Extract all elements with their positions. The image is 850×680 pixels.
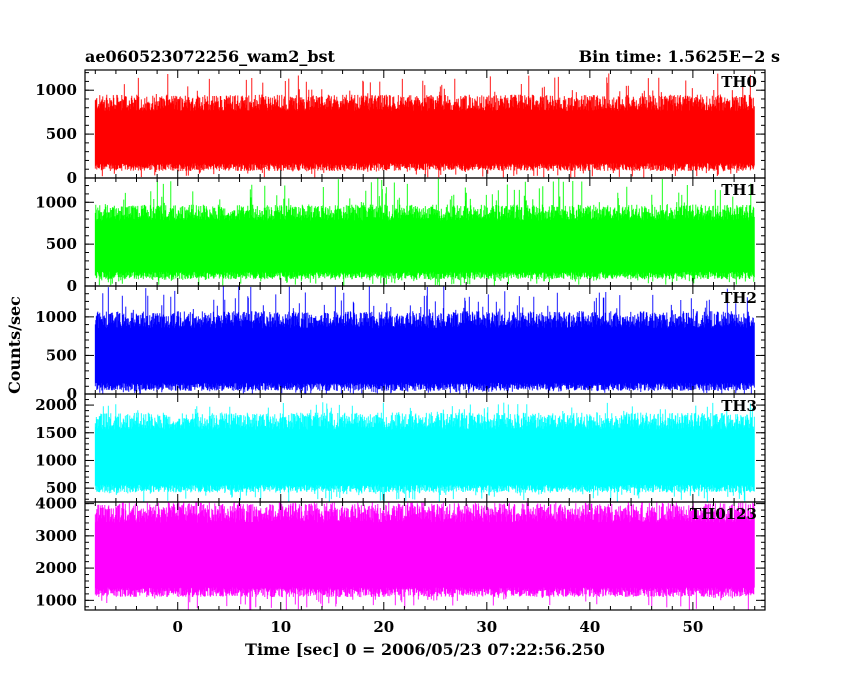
panel-th0123: 1000 2000 3000 4000 TH0123	[35, 495, 766, 611]
y-tick-label: 1000	[35, 451, 77, 469]
panel-th1: 0 500 1000 TH1	[35, 177, 766, 295]
y-axis-label: Counts/sec	[5, 296, 24, 394]
y-tick-label: 2000	[35, 559, 77, 577]
y-tick-label: 3000	[35, 527, 77, 545]
series-th0	[94, 73, 755, 178]
series-th2	[94, 286, 755, 394]
x-tick-label: 0	[173, 618, 183, 636]
y-tick-label: 0	[67, 385, 77, 403]
panel-th0: 0 500 1000 TH0	[35, 69, 766, 187]
y-tick-label: 500	[46, 235, 77, 253]
x-tick-label: 50	[682, 618, 703, 636]
panel-label-th0: TH0	[721, 73, 757, 91]
x-tick-label: 10	[270, 618, 291, 636]
panel-label-th1: TH1	[721, 181, 757, 199]
y-tick-label: 1000	[35, 591, 77, 609]
panel-th2: 0 500 1000 TH2	[35, 285, 766, 403]
y-tick-label: 1000	[35, 308, 77, 326]
panel-label-th2: TH2	[721, 289, 757, 307]
x-tick-label: 20	[373, 618, 394, 636]
series-th3	[94, 402, 755, 502]
panel-label-th0123: TH0123	[690, 505, 757, 523]
x-axis: 0 10 20 30 40 50	[173, 618, 704, 636]
y-tick-label: 0	[67, 277, 77, 295]
y-tick-label: 2000	[35, 396, 77, 414]
x-tick-label: 30	[476, 618, 497, 636]
panel-label-th3: TH3	[721, 397, 757, 415]
chart-title: ae060523072256_wam2_bst	[85, 47, 336, 66]
y-tick-label: 0	[67, 169, 77, 187]
x-axis-label: Time [sec] 0 = 2006/05/23 07:22:56.250	[245, 640, 605, 659]
y-tick-label: 1500	[35, 424, 77, 442]
y-tick-label: 500	[46, 479, 77, 497]
y-tick-label: 1000	[35, 193, 77, 211]
x-tick-label: 40	[579, 618, 600, 636]
y-tick-label: 500	[46, 346, 77, 364]
bin-time-label: Bin time: 1.5625E−2 s	[579, 47, 780, 66]
y-tick-label: 500	[46, 125, 77, 143]
panel-th3: 500 1000 1500 2000 TH3	[35, 393, 766, 503]
series-th1	[94, 178, 755, 286]
y-tick-label: 1000	[35, 81, 77, 99]
y-tick-label: 4000	[35, 495, 77, 513]
series-th0123	[94, 502, 755, 610]
